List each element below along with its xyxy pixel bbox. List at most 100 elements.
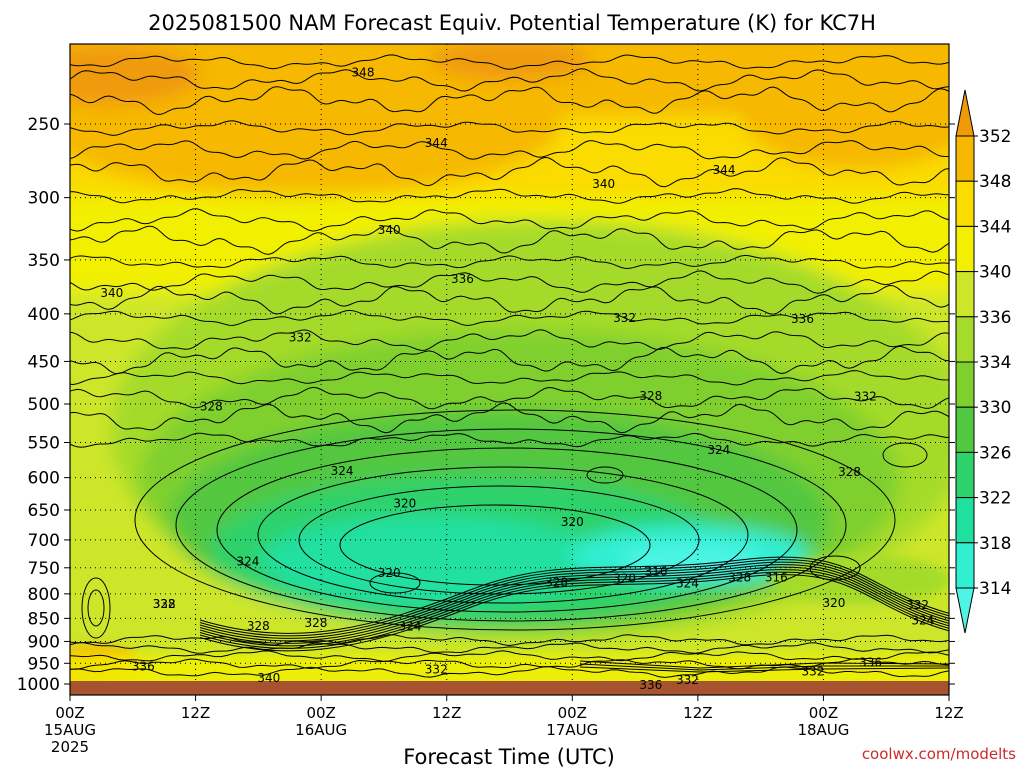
colorbar-label: 348 (979, 172, 1011, 192)
svg-text:340: 340 (257, 671, 280, 685)
svg-text:340: 340 (378, 223, 401, 237)
svg-text:332: 332 (906, 598, 929, 612)
colorbar-legend: 352 348 344 340 336 334 330 326 322 318 314 (955, 89, 1011, 634)
colorbar-swatch (955, 451, 975, 499)
y-tick-250: 250 (28, 115, 955, 135)
colorbar-label: 334 (979, 353, 1011, 373)
svg-text:332: 332 (153, 597, 176, 611)
svg-text:320: 320 (393, 497, 416, 511)
svg-text:336: 336 (132, 660, 155, 674)
plot-frame (69, 43, 950, 696)
x-axis-label: Forecast Time (UTC) (403, 745, 615, 768)
x-tick-5: 12Z (683, 695, 713, 722)
svg-text:324: 324 (707, 443, 730, 457)
y-tick-350: 350 (28, 251, 955, 271)
x-tick-3: 12Z (432, 695, 461, 722)
colorbar-swatch (955, 497, 975, 544)
y-tick-label: 900 (28, 632, 60, 652)
ground-band (70, 681, 949, 695)
contour-label: 320 (393, 497, 416, 511)
svg-text:324: 324 (331, 464, 354, 478)
contour-label: 316 (645, 565, 668, 579)
svg-text:336: 336 (639, 678, 662, 692)
contour-label: 328 (639, 389, 662, 403)
svg-text:328: 328 (728, 570, 751, 584)
y-tick-label: 650 (28, 501, 60, 521)
chart-title: 2025081500 NAM Forecast Equiv. Potential… (148, 11, 876, 35)
contour-label: 320 (822, 596, 845, 610)
contour-label: 328 (247, 619, 270, 633)
colorbar-label: 336 (979, 308, 1011, 328)
contour-label: 332 (425, 663, 448, 677)
contour-label: 324 (236, 554, 259, 568)
colorbar-label: 330 (979, 398, 1011, 418)
y-tick-500: 500 (28, 395, 955, 415)
y-tick-label: 850 (28, 609, 60, 629)
svg-text:328: 328 (838, 465, 861, 479)
y-tick-800: 800 (28, 585, 955, 605)
y-tick-750: 750 (28, 559, 955, 579)
contour-label: 324 (911, 614, 934, 628)
x-tick-date: 16AUG (295, 721, 347, 739)
y-axis: 250 300 350 400 450 500 550 600 650 700 750 800 850 9… (17, 115, 955, 695)
y-tick-label: 350 (28, 251, 60, 271)
y-tick-950: 950 (28, 654, 955, 674)
y-tick-450: 450 (28, 352, 955, 372)
y-tick-label: 250 (28, 115, 60, 135)
contour-label: 328 (728, 570, 751, 584)
contour-label: 336 (859, 655, 882, 669)
colorbar-label: 352 (979, 127, 1011, 147)
y-tick-label: 700 (28, 531, 60, 551)
x-tick-year: 2025 (51, 738, 89, 756)
y-tick-550: 550 (28, 434, 955, 454)
contour-label: 336 (791, 312, 814, 326)
svg-text:324: 324 (911, 614, 934, 628)
x-tick-time: 00Z (306, 704, 335, 722)
contour-label: 332 (676, 673, 699, 687)
y-tick-label: 950 (28, 654, 60, 674)
contour-label: 324 (399, 619, 422, 633)
y-tick-650: 650 (28, 501, 955, 521)
y-tick-600: 600 (28, 469, 955, 489)
colorbar-label: 314 (979, 579, 1011, 599)
contour-label: 336 (639, 678, 662, 692)
y-tick-label: 500 (28, 395, 60, 415)
svg-text:328: 328 (200, 399, 223, 413)
contour-label: 328 (153, 597, 176, 611)
svg-text:324: 324 (399, 619, 422, 633)
x-tick-time: 00Z (55, 704, 84, 722)
y-tick-label: 600 (28, 469, 60, 489)
svg-text:328: 328 (247, 619, 270, 633)
colorbar-swatch (955, 316, 975, 363)
svg-text:316: 316 (765, 570, 788, 584)
contour-label: 336 (132, 660, 155, 674)
y-tick-label: 800 (28, 585, 60, 605)
y-tick-300: 300 (28, 189, 955, 209)
svg-text:348: 348 (352, 65, 375, 79)
contour-label: 348 (352, 65, 375, 79)
svg-text:344: 344 (425, 136, 448, 150)
colorbar-label: 340 (979, 263, 1011, 283)
contour-label: 332 (854, 390, 877, 404)
contour-label: 344 (713, 163, 736, 177)
y-tick-label: 550 (28, 434, 60, 454)
x-tick-time: 00Z (558, 704, 587, 722)
svg-text:336: 336 (859, 655, 882, 669)
svg-text:332: 332 (425, 663, 448, 677)
contour-label: 332 (153, 597, 176, 611)
contour-label: 328 (545, 576, 568, 590)
x-tick-7: 12Z (934, 695, 964, 722)
contour-label: 340 (100, 286, 123, 300)
x-tick-date: 15AUG (44, 721, 96, 739)
y-tick-900: 900 (28, 632, 955, 652)
contour-label: 340 (378, 223, 401, 237)
contour-label: 328 (838, 465, 861, 479)
svg-text:336: 336 (451, 272, 474, 286)
y-tick-400: 400 (28, 305, 955, 325)
svg-text:328: 328 (545, 576, 568, 590)
